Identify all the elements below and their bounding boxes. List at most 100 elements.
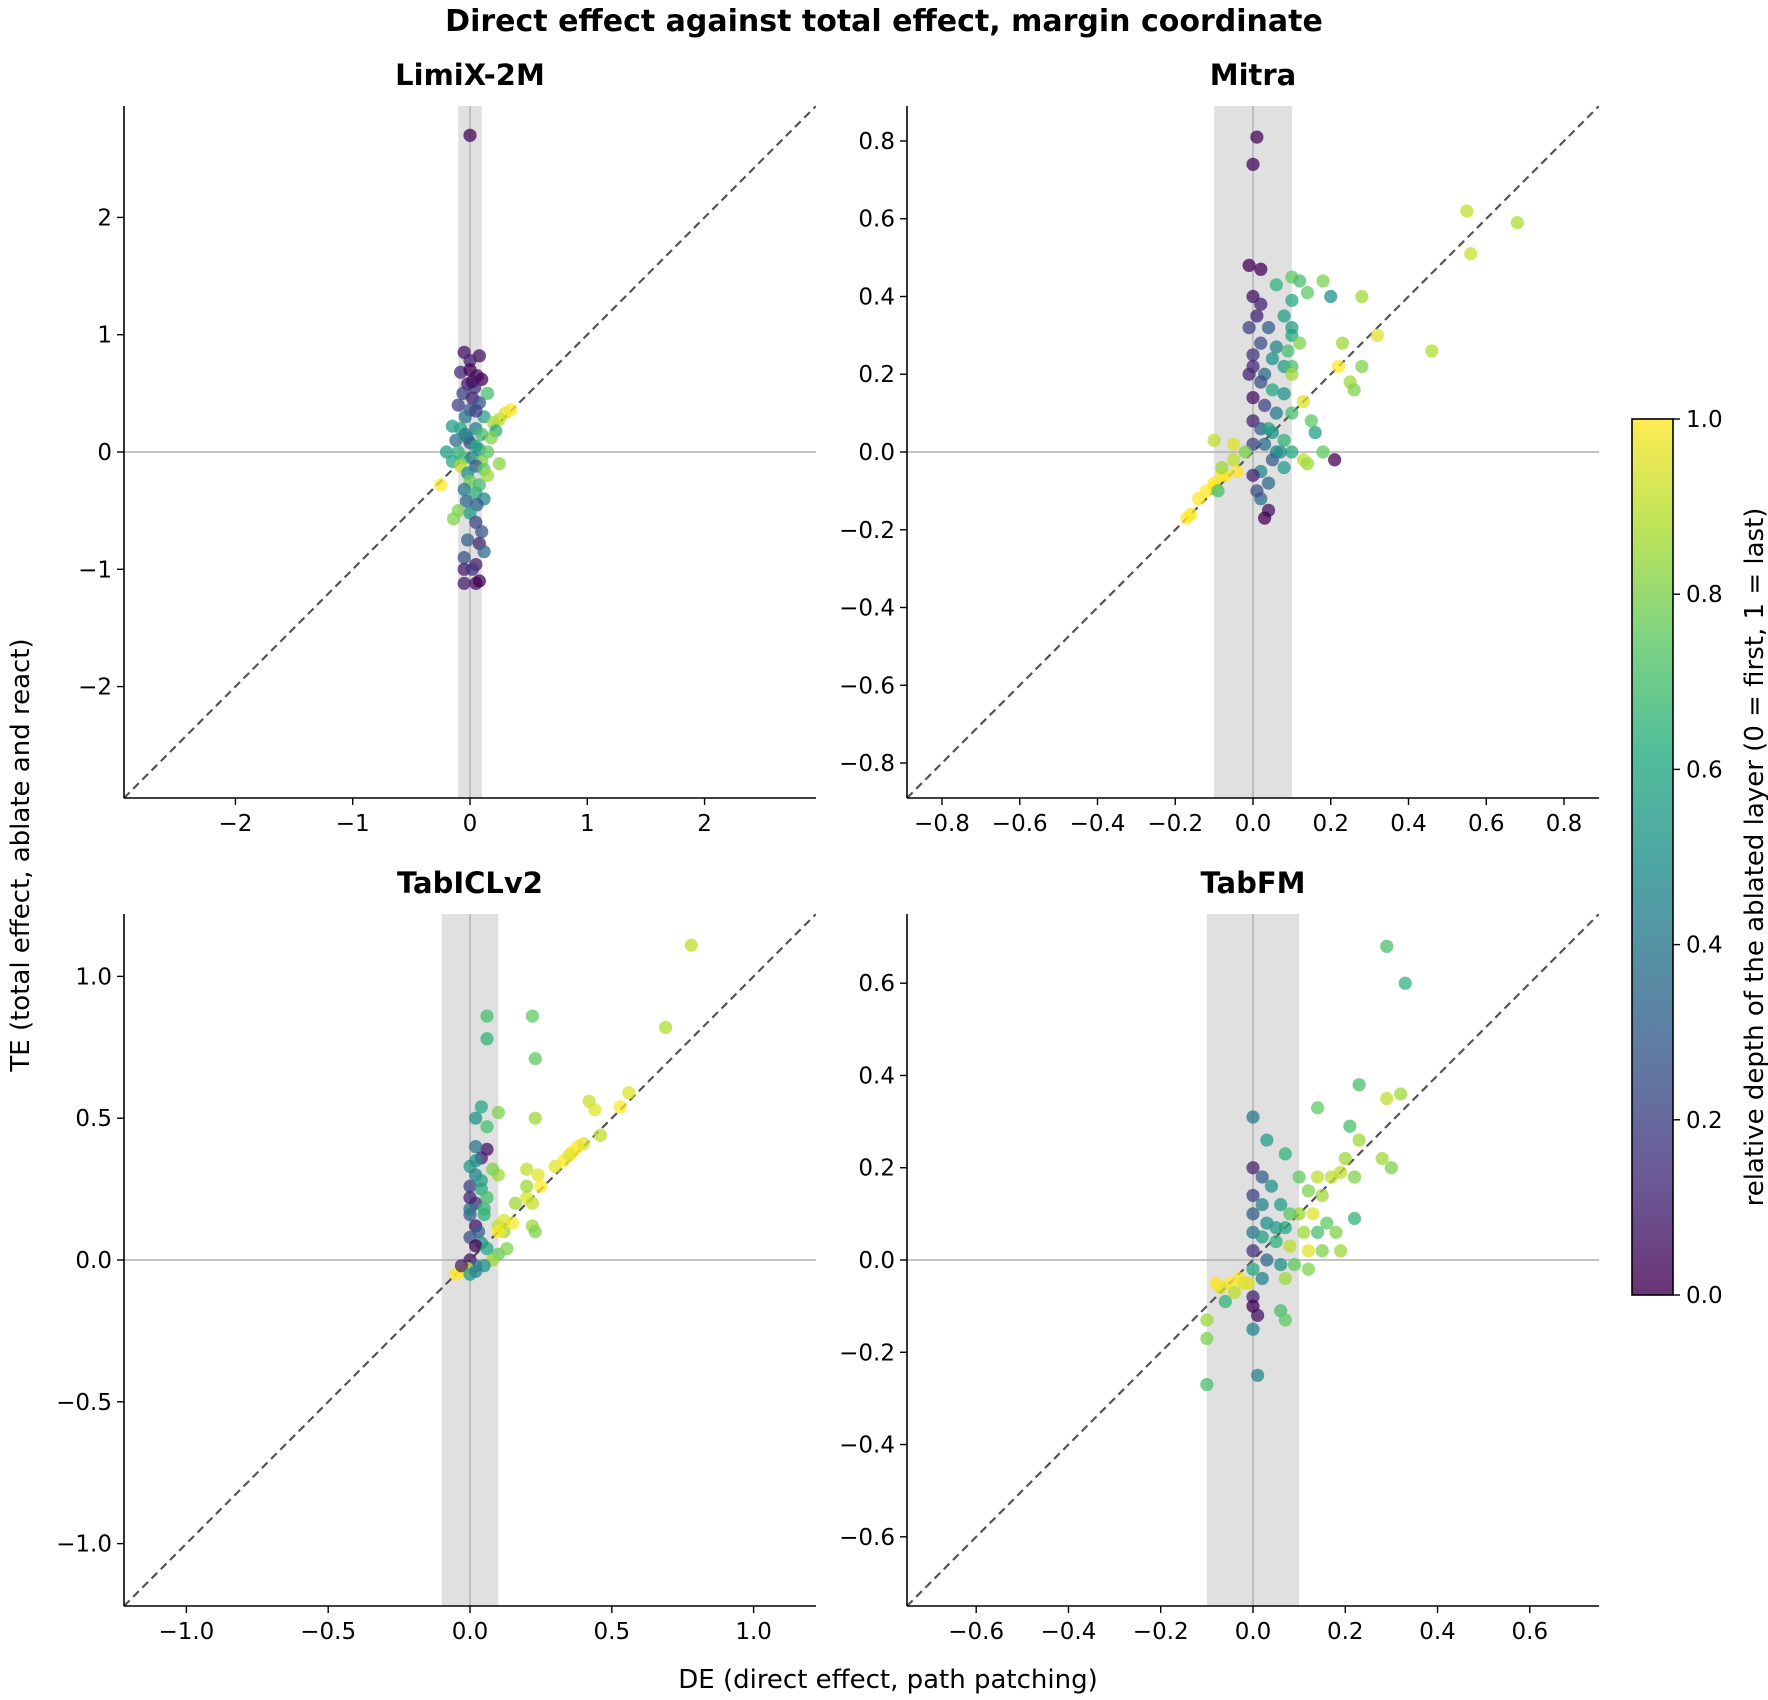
colorbar-tick-label: 1.0	[1686, 407, 1723, 433]
panel-title: TabFM	[1200, 866, 1305, 900]
colorbar-label: relative depth of the ablated layer (0 =…	[1740, 508, 1768, 1207]
y-tick-label: 0.0	[858, 1248, 895, 1274]
x-tick-label: 2	[697, 811, 712, 837]
scatter-point	[463, 353, 477, 368]
scatter-point	[1285, 293, 1299, 307]
scatter-point	[1246, 348, 1260, 362]
panel-3: −0.6 −0.4 −0.2 0.0 0.2 0.4 0.6 −0.6 −0.4 −0.2 0.0 0…	[839, 866, 1599, 1645]
scatter-point	[1246, 157, 1260, 171]
y-tick-label: 0	[97, 440, 112, 466]
x-tick-label: −1	[336, 811, 370, 837]
scatter-point	[475, 525, 489, 539]
scatter-point	[1265, 383, 1280, 397]
figure-xlabel: DE (direct effect, path patching)	[678, 1665, 1098, 1695]
colorbar-gradient	[1632, 419, 1673, 1295]
identity-line	[124, 914, 816, 1606]
scatter-point	[525, 1196, 539, 1210]
scatter-point	[1287, 1258, 1302, 1272]
scatter-point	[1297, 1225, 1311, 1239]
scatter-point	[1278, 1271, 1292, 1286]
figure-ylabel: TE (total effect, ablate and react)	[6, 638, 36, 1072]
y-tick-label: −0.6	[839, 1525, 895, 1551]
y-tick-label: 1	[97, 323, 112, 349]
scatter-point	[1269, 278, 1283, 292]
scatter-point	[465, 375, 479, 389]
x-tick-label: 0	[463, 811, 478, 837]
panel-title: LimiX-2M	[395, 58, 545, 92]
scatter-point	[1315, 1244, 1329, 1258]
scatter-point	[1310, 1225, 1325, 1239]
scatter-point	[469, 1139, 483, 1154]
x-tick-label: 0.8	[1546, 811, 1583, 837]
scatter-point	[469, 1111, 483, 1125]
scatter-point	[1246, 1262, 1260, 1276]
scatter-point	[1316, 445, 1330, 459]
scatter-point	[1324, 289, 1338, 304]
scatter-point	[1226, 437, 1241, 451]
scatter-point	[1304, 414, 1318, 428]
scatter-point	[1250, 484, 1264, 498]
scatter-point	[1226, 453, 1241, 467]
scatter-point	[1274, 1258, 1288, 1272]
x-tick-label: −0.4	[1041, 1619, 1097, 1645]
scatter-point	[1277, 387, 1291, 401]
scatter-point	[1347, 1211, 1362, 1226]
figure-title: Direct effect against total effect, marg…	[445, 4, 1323, 39]
scatter-point	[1315, 1188, 1329, 1203]
scatter-point	[528, 1225, 542, 1239]
scatter-point	[1269, 1234, 1283, 1249]
scatter-point	[1316, 274, 1330, 288]
panel-1: −0.8 −0.6 −0.4 −0.2 0.0 0.2 0.4 0.6 0.8−0.8−0.6−…	[839, 58, 1599, 837]
y-tick-label: −0.2	[839, 1340, 895, 1366]
scatter-point	[1261, 476, 1276, 490]
x-tick-label: 0.2	[1327, 1619, 1364, 1645]
scatter-point	[463, 1202, 477, 1216]
scatter-point	[434, 478, 448, 492]
y-tick-label: 0.2	[858, 362, 895, 388]
scatter-point	[1277, 309, 1291, 323]
scatter-point	[1352, 1133, 1366, 1147]
scatter-point	[1301, 1184, 1315, 1198]
x-tick-label: −2	[218, 811, 252, 837]
scatter-point	[1260, 1133, 1274, 1147]
scatter-point	[1278, 1221, 1292, 1235]
scatter-point	[1200, 1377, 1214, 1392]
scatter-point	[472, 574, 486, 588]
y-tick-label: −0.8	[839, 751, 895, 777]
plot-area	[124, 106, 816, 798]
scatter-point	[471, 1225, 486, 1239]
scatter-point	[469, 515, 483, 529]
scatter-point	[1264, 1179, 1279, 1193]
scatter-point	[504, 403, 518, 417]
scatter-point	[528, 1052, 542, 1066]
scatter-point	[1380, 939, 1394, 953]
panel-title: TabICLv2	[397, 866, 543, 900]
scatter-point	[469, 404, 483, 418]
x-tick-label: 1	[580, 811, 595, 837]
scatter-point	[1184, 507, 1198, 521]
scatter-point	[474, 1100, 488, 1114]
scatter-point	[531, 1168, 545, 1182]
scatter-point	[1191, 492, 1206, 506]
scatter-point	[1285, 406, 1299, 420]
scatter-point	[1283, 1207, 1297, 1221]
scatter-point	[1283, 1239, 1297, 1253]
scatter-point	[1425, 344, 1439, 358]
scatter-point	[1246, 359, 1260, 374]
scatter-point	[1328, 453, 1342, 467]
identity-line	[907, 914, 1599, 1606]
scatter-point	[1320, 1216, 1334, 1230]
scatter-point	[477, 545, 491, 559]
y-tick-label: −1.0	[56, 1532, 112, 1558]
scatter-point	[1255, 1198, 1269, 1212]
scatter-point	[613, 1100, 627, 1114]
scatter-point	[1230, 464, 1245, 479]
scatter-point	[1310, 1101, 1325, 1115]
scatter-point	[622, 1086, 636, 1100]
x-tick-label: −0.8	[914, 811, 970, 837]
scatter-point	[477, 1202, 491, 1216]
x-tick-label: 0.6	[1512, 1619, 1549, 1645]
scatter-point	[1238, 445, 1252, 459]
scatter-point	[1331, 359, 1346, 374]
scatter-point	[1375, 1151, 1389, 1166]
